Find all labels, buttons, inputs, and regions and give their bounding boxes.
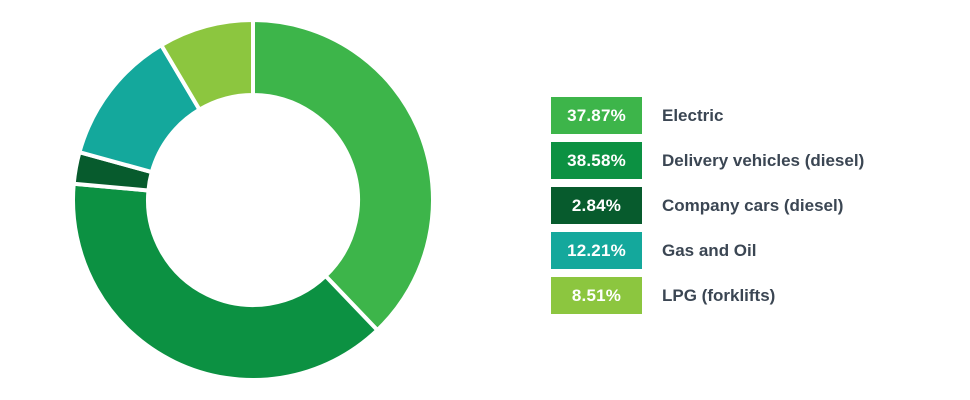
legend-item: 37.87% Electric [551, 97, 864, 134]
legend-value-badge: 38.58% [551, 142, 642, 179]
legend: 37.87% Electric 38.58% Delivery vehicles… [551, 97, 864, 314]
legend-item: 12.21% Gas and Oil [551, 232, 864, 269]
legend-value-badge: 2.84% [551, 187, 642, 224]
donut-slice-delivery-vehicles-diesel [71, 181, 380, 382]
legend-item: 38.58% Delivery vehicles (diesel) [551, 142, 864, 179]
legend-label: Gas and Oil [662, 240, 757, 260]
legend-value-badge: 8.51% [551, 277, 642, 314]
donut-slice-lpg-forklifts [159, 18, 255, 112]
donut-slice-electric [251, 18, 435, 333]
legend-label: Electric [662, 105, 724, 125]
legend-label: Delivery vehicles (diesel) [662, 150, 865, 170]
legend-label: LPG (forklifts) [662, 285, 776, 305]
legend-value-badge: 37.87% [551, 97, 642, 134]
legend-label: Company cars (diesel) [662, 195, 844, 215]
donut-chart [71, 18, 435, 382]
legend-value-badge: 12.21% [551, 232, 642, 269]
legend-item: 2.84% Company cars (diesel) [551, 187, 864, 224]
legend-item: 8.51% LPG (forklifts) [551, 277, 864, 314]
